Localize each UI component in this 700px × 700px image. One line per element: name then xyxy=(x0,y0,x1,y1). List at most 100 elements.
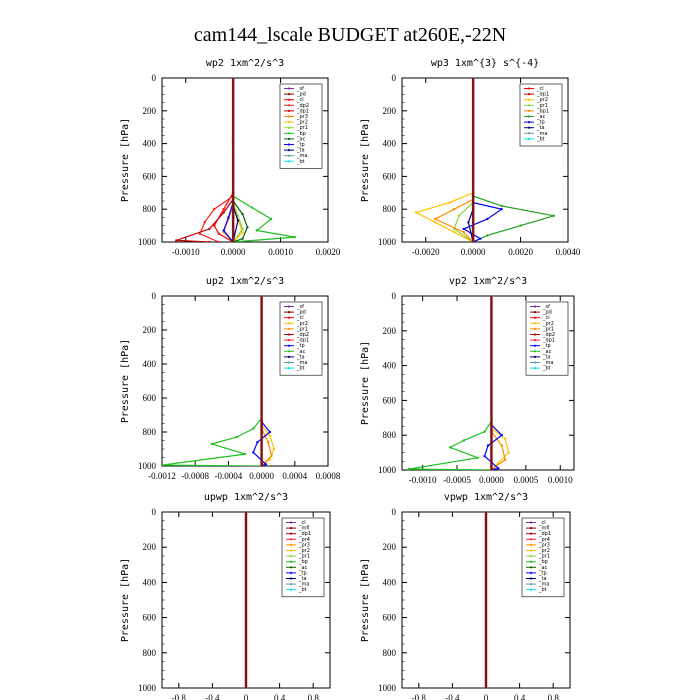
data-point xyxy=(210,442,213,446)
x-tick-label: 0.0000 xyxy=(249,471,274,481)
legend-marker xyxy=(289,588,293,591)
legend-marker xyxy=(533,339,537,342)
y-tick-label: 0 xyxy=(392,507,397,517)
legend-entry: _ta xyxy=(542,354,551,360)
legend-entry: _ta xyxy=(538,576,547,582)
legend-entry: _tp xyxy=(536,120,545,126)
y-axis-label: Pressure [hPa] xyxy=(120,339,131,423)
legend-entry: _pr2 xyxy=(536,97,548,103)
legend-marker xyxy=(289,560,293,563)
y-tick-label: 800 xyxy=(383,430,397,440)
legend-marker xyxy=(533,350,537,353)
panel-title: wp3 1xm^{3} s^{-4} xyxy=(431,58,539,69)
x-tick-label: 0.0040 xyxy=(556,247,581,257)
data-point xyxy=(256,441,259,444)
data-point xyxy=(504,437,507,440)
legend-entry: _pd xyxy=(542,310,552,316)
data-point xyxy=(236,219,240,222)
y-tick-label: 200 xyxy=(383,542,397,552)
legend-marker xyxy=(287,87,291,90)
legend-entry: _pr1 xyxy=(542,326,554,332)
data-point xyxy=(208,227,211,231)
panel-title: upwp 1xm^2/s^3 xyxy=(204,492,288,503)
x-tick-label: -0.0020 xyxy=(412,247,440,257)
data-point xyxy=(449,446,452,449)
data-point xyxy=(269,217,273,221)
legend-marker xyxy=(533,333,537,336)
legend-entry: _bt xyxy=(296,159,305,165)
y-tick-label: 1000 xyxy=(378,683,397,693)
legend-marker xyxy=(529,555,533,558)
x-tick-label: 0.8 xyxy=(308,693,320,700)
legend-marker xyxy=(287,344,291,347)
panel-title: up2 1xm^2/s^3 xyxy=(206,276,284,287)
y-tick-label: 400 xyxy=(383,139,397,149)
x-tick-label: 0.0000 xyxy=(479,475,504,485)
data-point xyxy=(213,224,216,227)
legend-marker xyxy=(529,588,533,591)
x-tick-label: 0.0020 xyxy=(508,247,533,257)
legend-marker xyxy=(529,549,533,552)
legend-entry: _bt xyxy=(538,587,547,593)
legend-marker xyxy=(533,305,537,308)
y-tick-label: 600 xyxy=(143,171,157,181)
data-point xyxy=(507,451,510,454)
series-line-pr1 xyxy=(261,296,273,466)
legend-entry: _dp1 xyxy=(296,108,309,114)
chart-panel-2: wp3 1xm^{3} s^{-4} Pressure [hPa] 0 200 400 6… xyxy=(360,58,581,257)
legend: _cl_mfl_dp1_pr4_pr3_pr2_pr1_bp_ac_tp_ta_… xyxy=(521,517,565,598)
y-axis-label: Pressure [hPa] xyxy=(360,118,371,202)
legend-entry: _dp1 xyxy=(536,92,549,98)
legend-marker xyxy=(533,344,537,347)
legend-marker xyxy=(289,532,293,535)
legend-entry: _tp xyxy=(542,343,551,349)
y-tick-label: 800 xyxy=(143,648,157,658)
y-tick-label: 800 xyxy=(143,204,157,214)
legend-entry: _ac xyxy=(538,565,548,571)
legend-marker xyxy=(289,538,293,541)
data-point xyxy=(500,208,503,211)
y-tick-label: 1000 xyxy=(378,237,397,247)
legend-entry: _ac xyxy=(298,565,308,571)
data-point xyxy=(434,221,437,224)
x-tick-label: -0.0010 xyxy=(172,247,200,257)
legend-marker xyxy=(529,566,533,569)
legend-marker xyxy=(287,132,291,135)
legend: _cl_mfl_dp1_pr4_pr3_pr2_pr1_bp_ac_tp_ta_… xyxy=(281,517,325,598)
data-point xyxy=(462,227,465,231)
y-tick-label: 400 xyxy=(383,361,397,371)
legend-marker xyxy=(289,549,293,552)
legend-marker xyxy=(287,350,291,353)
y-tick-label: 200 xyxy=(143,542,157,552)
y-axis-label: Pressure [hPa] xyxy=(360,341,371,425)
x-tick-label: -0.4 xyxy=(205,693,220,700)
legend-entry: _dp2 xyxy=(296,103,309,109)
data-point xyxy=(250,206,254,209)
y-tick-label: 800 xyxy=(383,204,397,214)
legend-marker xyxy=(287,367,291,370)
series-group xyxy=(175,78,296,242)
legend-marker xyxy=(287,311,291,314)
legend-marker xyxy=(287,115,291,118)
chart-panel-5: upwp 1xm^2/s^3 Pressure [hPa] 0 200 400 600 80… xyxy=(120,492,331,700)
y-tick-label: 0 xyxy=(152,507,157,517)
data-point xyxy=(255,229,259,232)
legend-marker xyxy=(527,121,531,124)
legend-marker xyxy=(527,132,531,135)
legend-marker xyxy=(527,93,531,96)
legend-entry: _ma xyxy=(296,153,307,159)
legend-marker xyxy=(287,355,291,358)
series-line-dp1 xyxy=(176,78,234,242)
data-point xyxy=(227,216,230,219)
y-tick-label: 600 xyxy=(383,171,397,181)
x-tick-label: -0.4 xyxy=(445,693,460,700)
legend-entry: _ta xyxy=(298,576,307,582)
data-point xyxy=(222,211,225,214)
y-tick-label: 1000 xyxy=(378,465,397,475)
legend-entry: _bp xyxy=(538,559,548,565)
y-axis-label: Pressure [hPa] xyxy=(120,558,131,642)
legend-entry: _dp1 xyxy=(538,531,551,537)
legend-marker xyxy=(287,143,291,146)
legend-entry: _cl xyxy=(298,520,306,526)
